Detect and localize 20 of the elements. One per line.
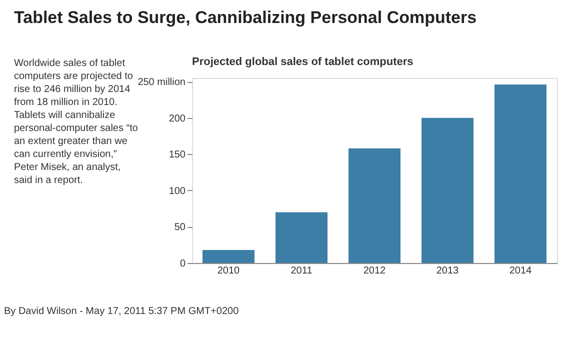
y-tick-label: 200: [168, 113, 186, 124]
bar: [422, 118, 474, 263]
bar: [276, 212, 328, 263]
x-tick-label: 2011: [290, 266, 313, 276]
x-tick-label: 2013: [436, 266, 460, 276]
chart-title: Tablet Sales to Surge, Cannibalizing Personal Computers: [14, 8, 477, 27]
y-tick-label: 150: [168, 150, 186, 161]
x-tick-label: 2014: [509, 266, 532, 276]
chart-subtitle: Projected global sales of tablet computers: [192, 56, 414, 68]
y-tick-label: 0: [180, 258, 186, 270]
y-tick-label: 100: [168, 186, 186, 197]
text: Worldwide sales of tablet computers are projected to rise to 246 million by 2014 from 18 million in 2010. Tablets will cannibalize personal-computer sales “to an extent greater than we can currently envision,” Peter Misek, an analyst, said in a report.: [14, 58, 138, 186]
x-tick-label: 2012: [363, 266, 386, 276]
bar: [348, 148, 400, 263]
text: By David Wilson - May 17, 2011 5:37 PM GMT+0200: [4, 306, 240, 317]
bar: [202, 250, 254, 263]
y-tick-label: 250 million: [138, 77, 186, 88]
bar: [494, 84, 546, 263]
y-tick-label: 50: [174, 222, 186, 234]
x-tick-label: 2010: [217, 266, 240, 276]
